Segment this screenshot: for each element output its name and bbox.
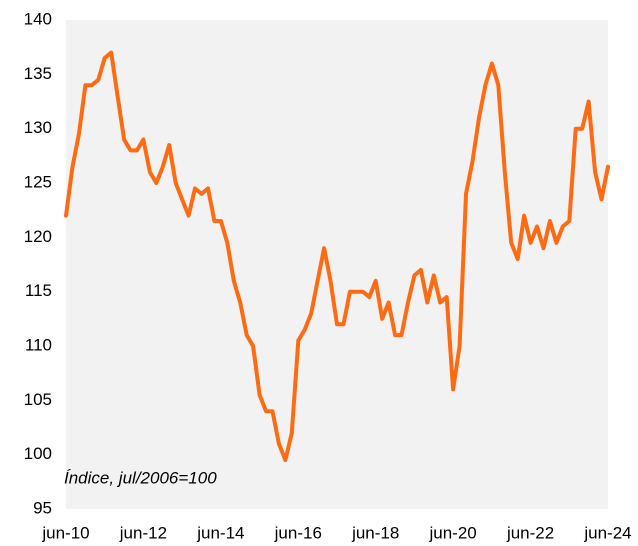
y-tick-label: 130 xyxy=(24,118,52,137)
y-tick-label: 100 xyxy=(24,444,52,463)
y-tick-label: 120 xyxy=(24,227,52,246)
x-tick-label: jun-14 xyxy=(196,523,244,542)
y-tick-label: 125 xyxy=(24,172,52,191)
y-tick-label: 115 xyxy=(25,281,52,300)
y-tick-label: 105 xyxy=(24,390,52,409)
line xyxy=(64,50,610,463)
y-tick-label: 110 xyxy=(25,335,52,354)
x-tick-label: jun-18 xyxy=(351,523,399,542)
y-tick-label: 135 xyxy=(24,64,52,83)
x-tick-label: jun-10 xyxy=(41,523,89,542)
y-tick-label: 95 xyxy=(33,498,52,517)
x-tick-label: jun-24 xyxy=(583,523,631,542)
x-tick-label: jun-12 xyxy=(119,523,167,542)
annotation: Índice, jul/2006=100 xyxy=(64,468,217,487)
x-tick-label: jun-20 xyxy=(429,523,477,542)
x-tick-label: jun-16 xyxy=(274,523,322,542)
y-tick-label: 140 xyxy=(24,9,52,28)
plot-area xyxy=(66,20,608,509)
x-tick-label: jun-22 xyxy=(506,523,554,542)
